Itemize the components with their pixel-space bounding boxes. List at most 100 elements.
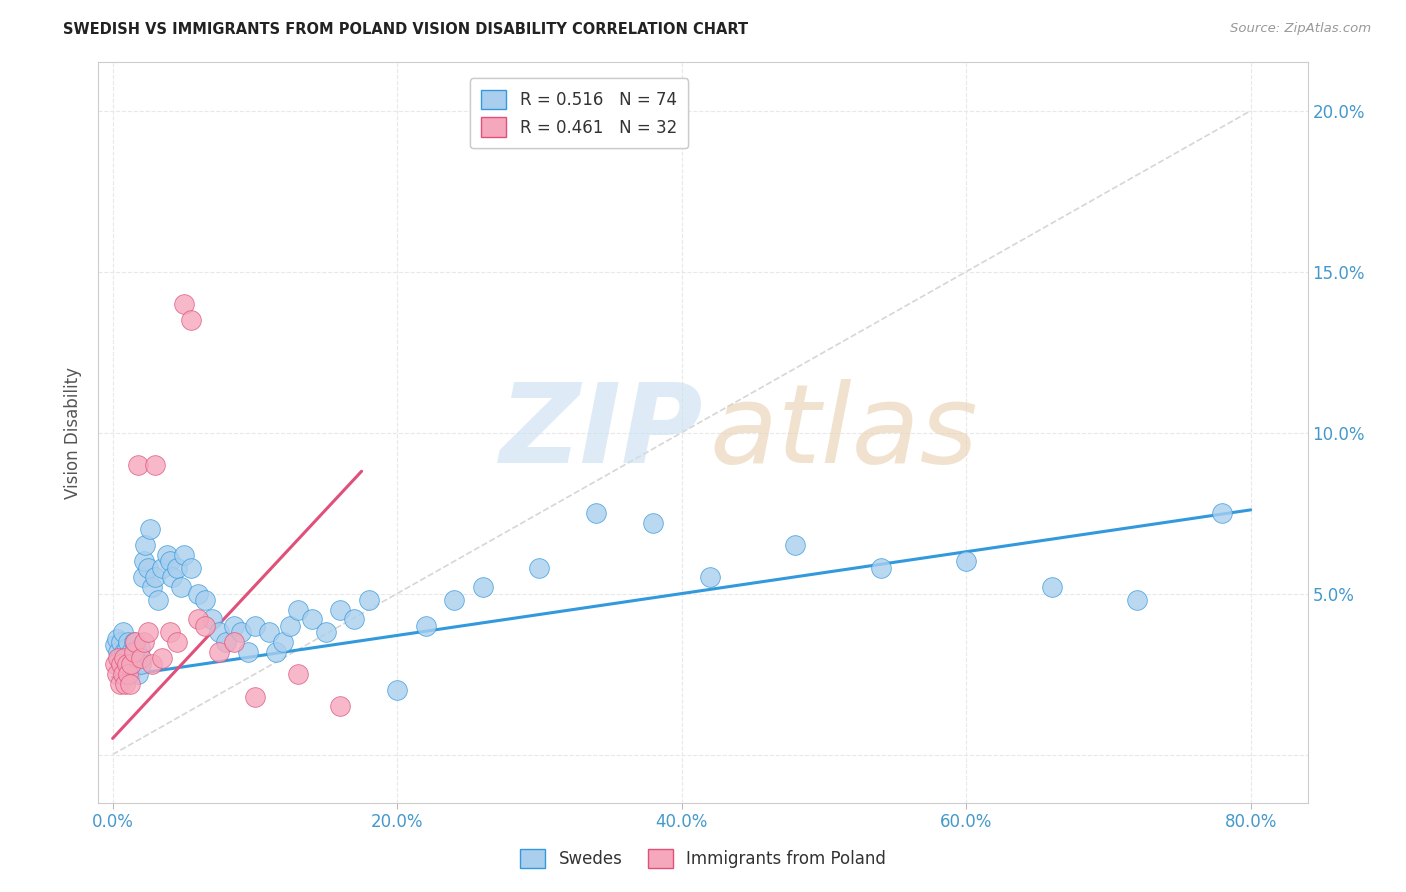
Point [107, 644, 129, 658]
Point [120, 644, 142, 658]
Point [699, 570, 721, 584]
Point [222, 635, 245, 649]
Point [124, 657, 146, 672]
Point [141, 580, 163, 594]
Point [156, 548, 179, 562]
Point [118, 651, 141, 665]
Point [208, 644, 231, 658]
Point [127, 458, 149, 472]
Point [146, 593, 169, 607]
Point [173, 548, 195, 562]
Point [105, 632, 128, 646]
Point [127, 667, 149, 681]
Point [117, 667, 139, 681]
Point [315, 625, 337, 640]
Point [104, 657, 127, 672]
Point [280, 619, 302, 633]
Point [125, 644, 148, 658]
Point [243, 619, 266, 633]
Point [869, 561, 891, 575]
Point [385, 683, 408, 698]
Point [287, 667, 309, 681]
Point [114, 651, 136, 665]
Point [785, 538, 807, 552]
Point [273, 635, 295, 649]
Point [105, 667, 128, 681]
Point [166, 561, 188, 575]
Point [129, 651, 152, 665]
Point [114, 676, 136, 690]
Point [107, 651, 129, 665]
Point [134, 538, 156, 552]
Point [180, 313, 202, 327]
Point [529, 561, 551, 575]
Point [162, 570, 184, 584]
Point [111, 667, 134, 681]
Point [132, 635, 155, 649]
Point [122, 644, 145, 658]
Point [329, 602, 352, 616]
Text: SWEDISH VS IMMIGRANTS FROM POLAND VISION DISABILITY CORRELATION CHART: SWEDISH VS IMMIGRANTS FROM POLAND VISION… [63, 22, 748, 37]
Point [111, 657, 134, 672]
Point [194, 593, 217, 607]
Text: Source: ZipAtlas.com: Source: ZipAtlas.com [1230, 22, 1371, 36]
Point [143, 570, 166, 584]
Point [110, 657, 132, 672]
Point [120, 657, 142, 672]
Point [170, 580, 193, 594]
Point [121, 657, 143, 672]
Point [643, 516, 665, 530]
Point [124, 635, 146, 649]
Point [585, 506, 607, 520]
Point [173, 297, 195, 311]
Point [1211, 506, 1233, 520]
Point [159, 625, 181, 640]
Point [129, 657, 152, 672]
Point [112, 651, 135, 665]
Point [415, 619, 437, 633]
Point [141, 657, 163, 672]
Point [117, 635, 139, 649]
Point [118, 676, 141, 690]
Point [152, 561, 174, 575]
Point [222, 619, 245, 633]
Point [128, 641, 150, 656]
Point [287, 602, 309, 616]
Point [131, 570, 153, 584]
Text: ZIP: ZIP [499, 379, 703, 486]
Point [201, 612, 224, 626]
Point [357, 593, 380, 607]
Point [166, 635, 188, 649]
Point [343, 612, 366, 626]
Legend: R = 0.516   N = 74, R = 0.461   N = 32: R = 0.516 N = 74, R = 0.461 N = 32 [470, 78, 689, 148]
Point [122, 635, 145, 649]
Point [112, 644, 135, 658]
Point [115, 657, 138, 672]
Point [187, 586, 209, 600]
Point [443, 593, 465, 607]
Point [187, 612, 209, 626]
Point [215, 635, 238, 649]
Point [229, 625, 252, 640]
Point [236, 644, 259, 658]
Point [264, 644, 287, 658]
Point [208, 625, 231, 640]
Y-axis label: Vision Disability: Vision Disability [65, 367, 83, 499]
Legend: Swedes, Immigrants from Poland: Swedes, Immigrants from Poland [513, 842, 893, 875]
Point [112, 667, 135, 681]
Point [136, 561, 159, 575]
Point [471, 580, 494, 594]
Point [108, 676, 131, 690]
Point [1040, 580, 1063, 594]
Point [257, 625, 280, 640]
Point [111, 625, 134, 640]
Point [122, 651, 145, 665]
Point [143, 458, 166, 472]
Point [132, 554, 155, 568]
Point [108, 651, 131, 665]
Point [127, 651, 149, 665]
Point [104, 638, 127, 652]
Point [118, 667, 141, 681]
Point [301, 612, 323, 626]
Point [138, 522, 160, 536]
